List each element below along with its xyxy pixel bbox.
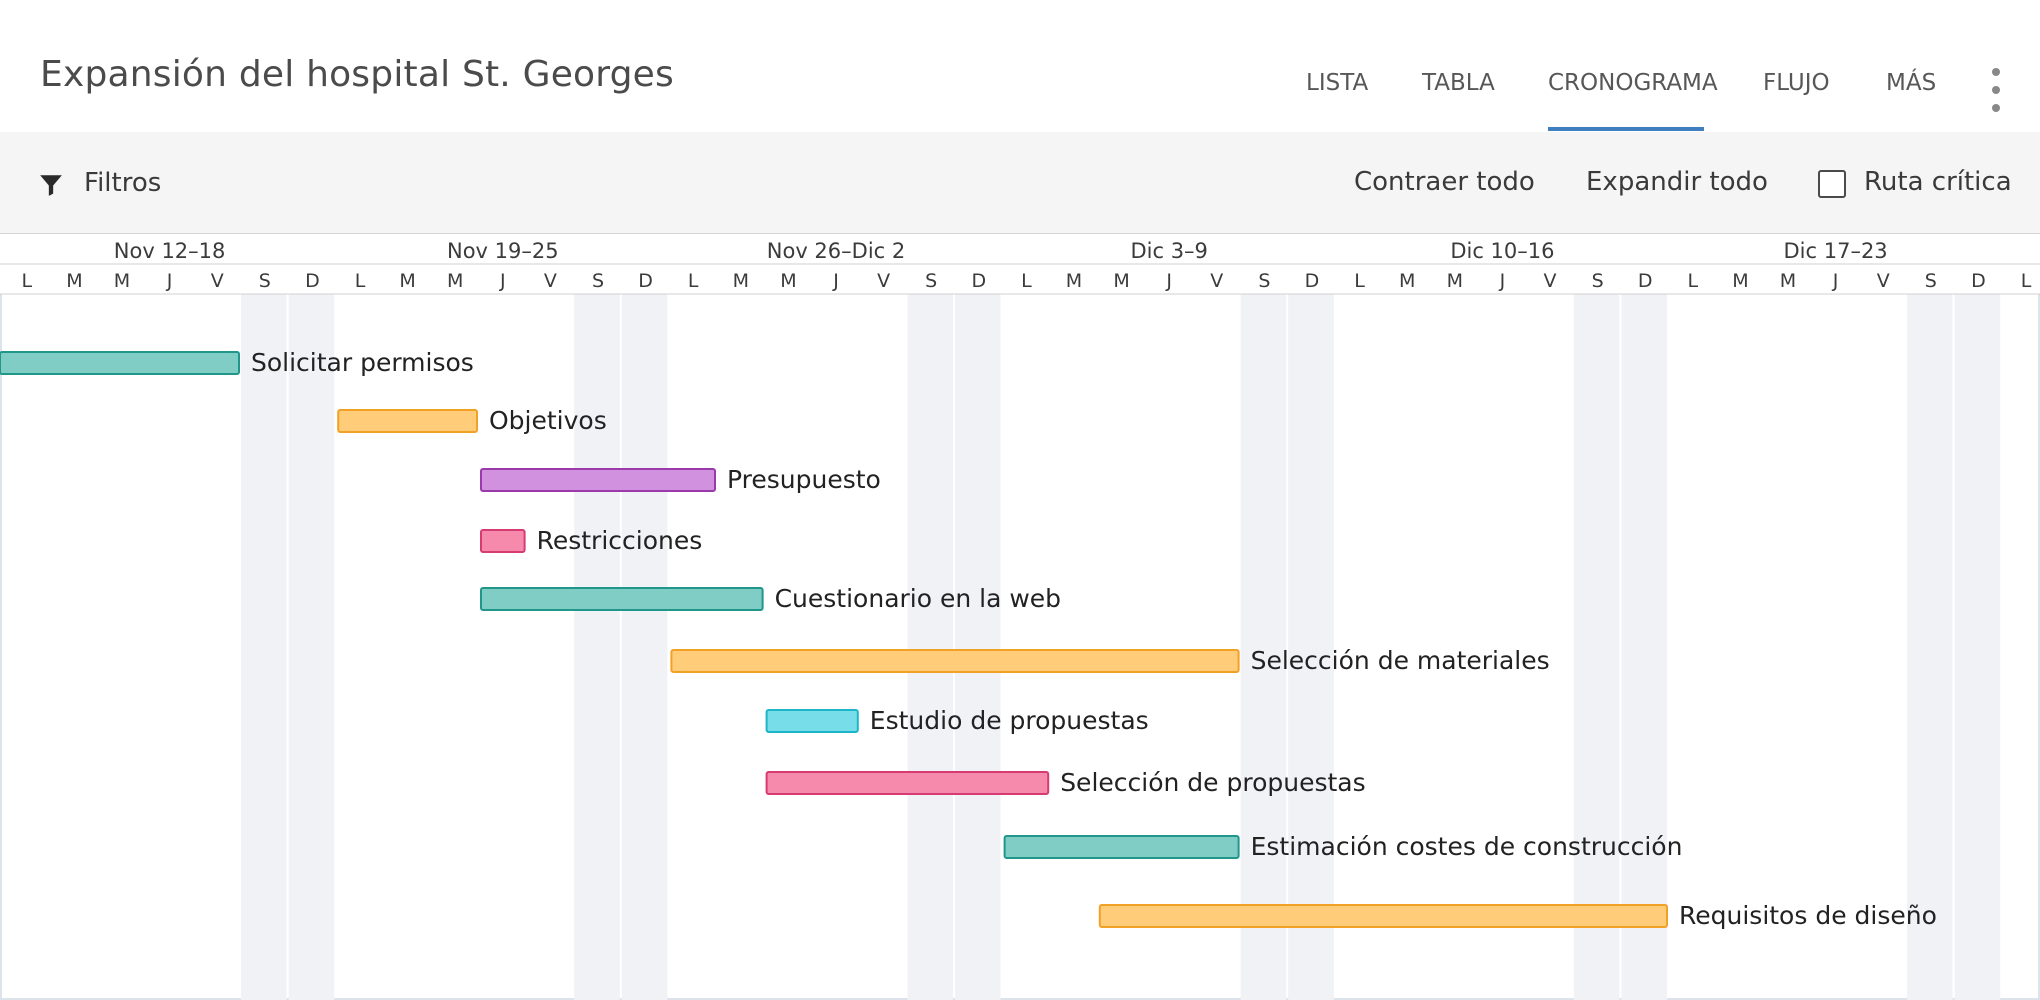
day-label: S xyxy=(1258,270,1270,292)
weekend-column xyxy=(1907,294,1953,1000)
task-label: Presupuesto xyxy=(727,465,881,494)
day-label: M xyxy=(780,270,796,292)
day-label: L xyxy=(688,270,699,292)
weekend-column xyxy=(1240,294,1287,1000)
day-label: D xyxy=(1305,270,1320,292)
task-label: Cuestionario en la web xyxy=(775,584,1061,613)
day-label: V xyxy=(1210,270,1223,292)
day-label: V xyxy=(1877,270,1890,292)
day-label: M xyxy=(1780,270,1796,292)
toolbar: Filtros Contraer todo Expandir todo Ruta… xyxy=(0,132,2040,234)
task-label: Estudio de propuestas xyxy=(870,706,1149,735)
task-bar[interactable] xyxy=(670,649,1240,673)
day-label: M xyxy=(1732,270,1748,292)
filter-funnel-icon xyxy=(40,175,62,196)
day-label: V xyxy=(211,270,224,292)
expand-all-button[interactable]: Expandir todo xyxy=(1586,167,1768,197)
day-label: D xyxy=(638,270,653,292)
tab-cronograma[interactable]: CRONOGRAMA xyxy=(1548,70,1718,96)
week-label: Dic 3–9 xyxy=(1130,239,1207,263)
task-bar[interactable] xyxy=(480,468,716,492)
day-label: S xyxy=(1592,270,1604,292)
day-label: D xyxy=(1971,270,1986,292)
day-label: S xyxy=(925,270,937,292)
week-label: Nov 12–18 xyxy=(114,239,226,263)
day-label: L xyxy=(1021,270,1032,292)
week-label: Dic 17–23 xyxy=(1784,239,1888,263)
task-bar[interactable] xyxy=(0,351,240,375)
task-label: Estimación costes de construcción xyxy=(1251,832,1683,861)
weekend-column xyxy=(1288,294,1334,1000)
day-label: D xyxy=(971,270,986,292)
day-label: D xyxy=(305,270,320,292)
day-label: S xyxy=(259,270,271,292)
tab-lista[interactable]: LISTA xyxy=(1306,70,1369,96)
filters-label: Filtros xyxy=(84,168,162,198)
day-label: M xyxy=(1066,270,1082,292)
tab-mas[interactable]: MÁS xyxy=(1886,70,1937,96)
day-label: M xyxy=(66,270,82,292)
task-bar[interactable] xyxy=(765,709,859,733)
task-label: Selección de materiales xyxy=(1251,646,1550,675)
week-label: Dic 10–16 xyxy=(1450,239,1554,263)
day-label: J xyxy=(1832,270,1839,292)
day-label: D xyxy=(1638,270,1653,292)
day-label: M xyxy=(1113,270,1129,292)
day-label: V xyxy=(877,270,890,292)
task-bar[interactable] xyxy=(765,771,1050,795)
weekend-column xyxy=(621,294,668,1000)
day-label: J xyxy=(1499,270,1506,292)
day-label: L xyxy=(2021,270,2032,292)
day-label: M xyxy=(1399,270,1415,292)
week-label: Nov 19–25 xyxy=(447,239,559,263)
weekend-column xyxy=(288,294,335,1000)
day-label: L xyxy=(1688,270,1699,292)
task-label: Objetivos xyxy=(489,406,607,435)
day-label: M xyxy=(114,270,130,292)
day-label: S xyxy=(1925,270,1937,292)
day-label: M xyxy=(1447,270,1463,292)
task-bar[interactable] xyxy=(1003,835,1240,859)
task-label: Requisitos de diseño xyxy=(1679,901,1937,930)
day-label: L xyxy=(1354,270,1365,292)
critical-path-label: Ruta crítica xyxy=(1864,167,2012,197)
task-bar[interactable] xyxy=(337,409,479,433)
weekend-column xyxy=(1621,294,1667,1000)
more-vertical-icon[interactable] xyxy=(1984,66,2008,114)
collapse-all-button[interactable]: Contraer todo xyxy=(1354,167,1535,197)
week-label: Nov 26–Dic 2 xyxy=(767,239,905,263)
critical-path-checkbox[interactable] xyxy=(1818,170,1846,198)
weekend-column xyxy=(1954,294,2001,1000)
weekend-column xyxy=(574,294,620,1000)
page-title: Expansión del hospital St. Georges xyxy=(40,54,674,95)
weekend-column xyxy=(907,294,953,1000)
day-label: M xyxy=(399,270,415,292)
task-label: Selección de propuestas xyxy=(1060,768,1365,797)
weekend-column xyxy=(241,294,287,1000)
day-label: L xyxy=(355,270,366,292)
day-label: V xyxy=(1544,270,1557,292)
day-label: J xyxy=(166,270,173,292)
day-label: J xyxy=(1165,270,1172,292)
task-bar[interactable] xyxy=(480,587,764,611)
day-label: M xyxy=(733,270,749,292)
task-bar[interactable] xyxy=(1098,904,1669,928)
day-label: J xyxy=(499,270,506,292)
day-label: S xyxy=(592,270,604,292)
day-label: M xyxy=(447,270,463,292)
task-bar[interactable] xyxy=(480,529,526,553)
tab-tabla[interactable]: TABLA xyxy=(1422,70,1495,96)
active-tab-indicator xyxy=(1548,127,1704,131)
day-label: V xyxy=(544,270,557,292)
weekend-column xyxy=(1573,294,1620,1000)
tab-flujo[interactable]: FLUJO xyxy=(1763,70,1830,96)
day-label: J xyxy=(832,270,839,292)
day-label: L xyxy=(22,270,33,292)
task-label: Restricciones xyxy=(537,526,703,555)
task-label: Solicitar permisos xyxy=(251,348,474,377)
weekend-column xyxy=(955,294,1001,1000)
header: Expansión del hospital St. Georges LISTA… xyxy=(0,0,2040,132)
